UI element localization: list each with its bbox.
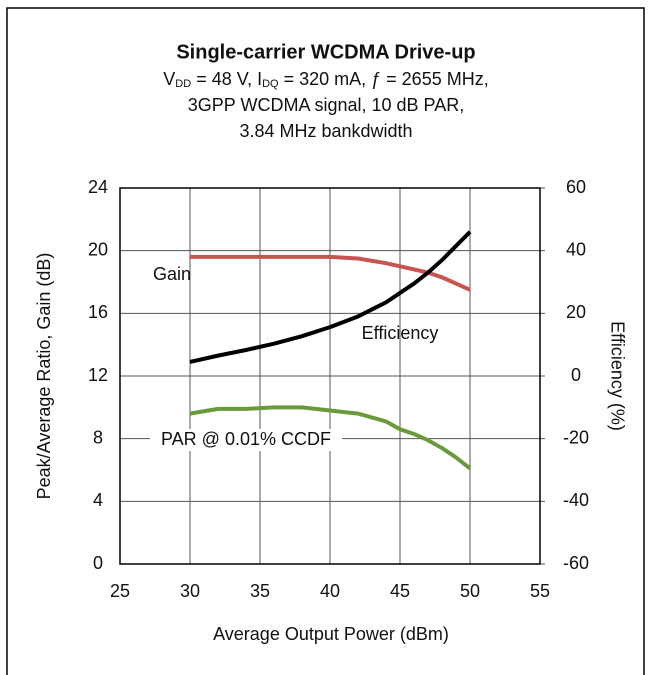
- chart-title: Single-carrier WCDMA Drive-up: [176, 41, 475, 63]
- x-axis-label: Average Output Power (dBm): [213, 624, 449, 644]
- frame: [6, 7, 645, 675]
- subtitle-sub: DD: [175, 78, 191, 90]
- series-line: [190, 254, 471, 292]
- series-label: Gain: [153, 264, 191, 284]
- chart-subtitle: VDD = 48 V, IDQ = 320 mA, ƒ = 2655 MHz,: [163, 69, 488, 90]
- subtitle-part: V: [163, 69, 175, 89]
- y-tick-label: 8: [93, 427, 103, 447]
- y-tick-label: 12: [88, 365, 108, 385]
- x-tick-label: 55: [530, 581, 550, 601]
- x-tick-label: 40: [320, 581, 340, 601]
- chart-subtitle: 3GPP WCDMA signal, 10 dB PAR,: [188, 95, 464, 115]
- y2-tick-label: -60: [563, 553, 589, 573]
- y2-tick-label: 60: [566, 177, 586, 197]
- subtitle-sub: DQ: [262, 78, 279, 90]
- y2-tick-label: 40: [566, 239, 586, 259]
- y-tick-label: 24: [88, 177, 108, 197]
- subtitle-part: = 48 V, I: [191, 69, 262, 89]
- series-label: Efficiency: [362, 323, 439, 343]
- chart-subtitle: 3.84 MHz bankdwidth: [239, 121, 412, 141]
- y-tick-label: 20: [88, 239, 108, 259]
- series-line: [189, 230, 472, 364]
- series-label: PAR @ 0.01% CCDF: [161, 429, 331, 449]
- y2-axis-label: Efficiency (%): [607, 321, 627, 431]
- x-tick-label: 35: [250, 581, 270, 601]
- x-tick-label: 45: [390, 581, 410, 601]
- y2-tick-label: 20: [566, 302, 586, 322]
- y-tick-label: 16: [88, 302, 108, 322]
- y2-tick-label: -40: [563, 490, 589, 510]
- subtitle-part: = 320 mA, ƒ = 2655 MHz,: [279, 69, 489, 89]
- plot-frame: [119, 187, 541, 565]
- y-tick-label: 0: [93, 553, 103, 573]
- y2-tick-label: -20: [563, 427, 589, 447]
- y2-tick-label: 0: [571, 365, 581, 385]
- y-tick-label: 4: [93, 490, 103, 510]
- y-axis-label: Peak/Average Ratio, Gain (dB): [34, 253, 54, 500]
- x-tick-label: 50: [460, 581, 480, 601]
- x-tick-label: 25: [110, 581, 130, 601]
- series-line: [189, 405, 472, 471]
- x-tick-label: 30: [180, 581, 200, 601]
- label-bg: [150, 429, 342, 451]
